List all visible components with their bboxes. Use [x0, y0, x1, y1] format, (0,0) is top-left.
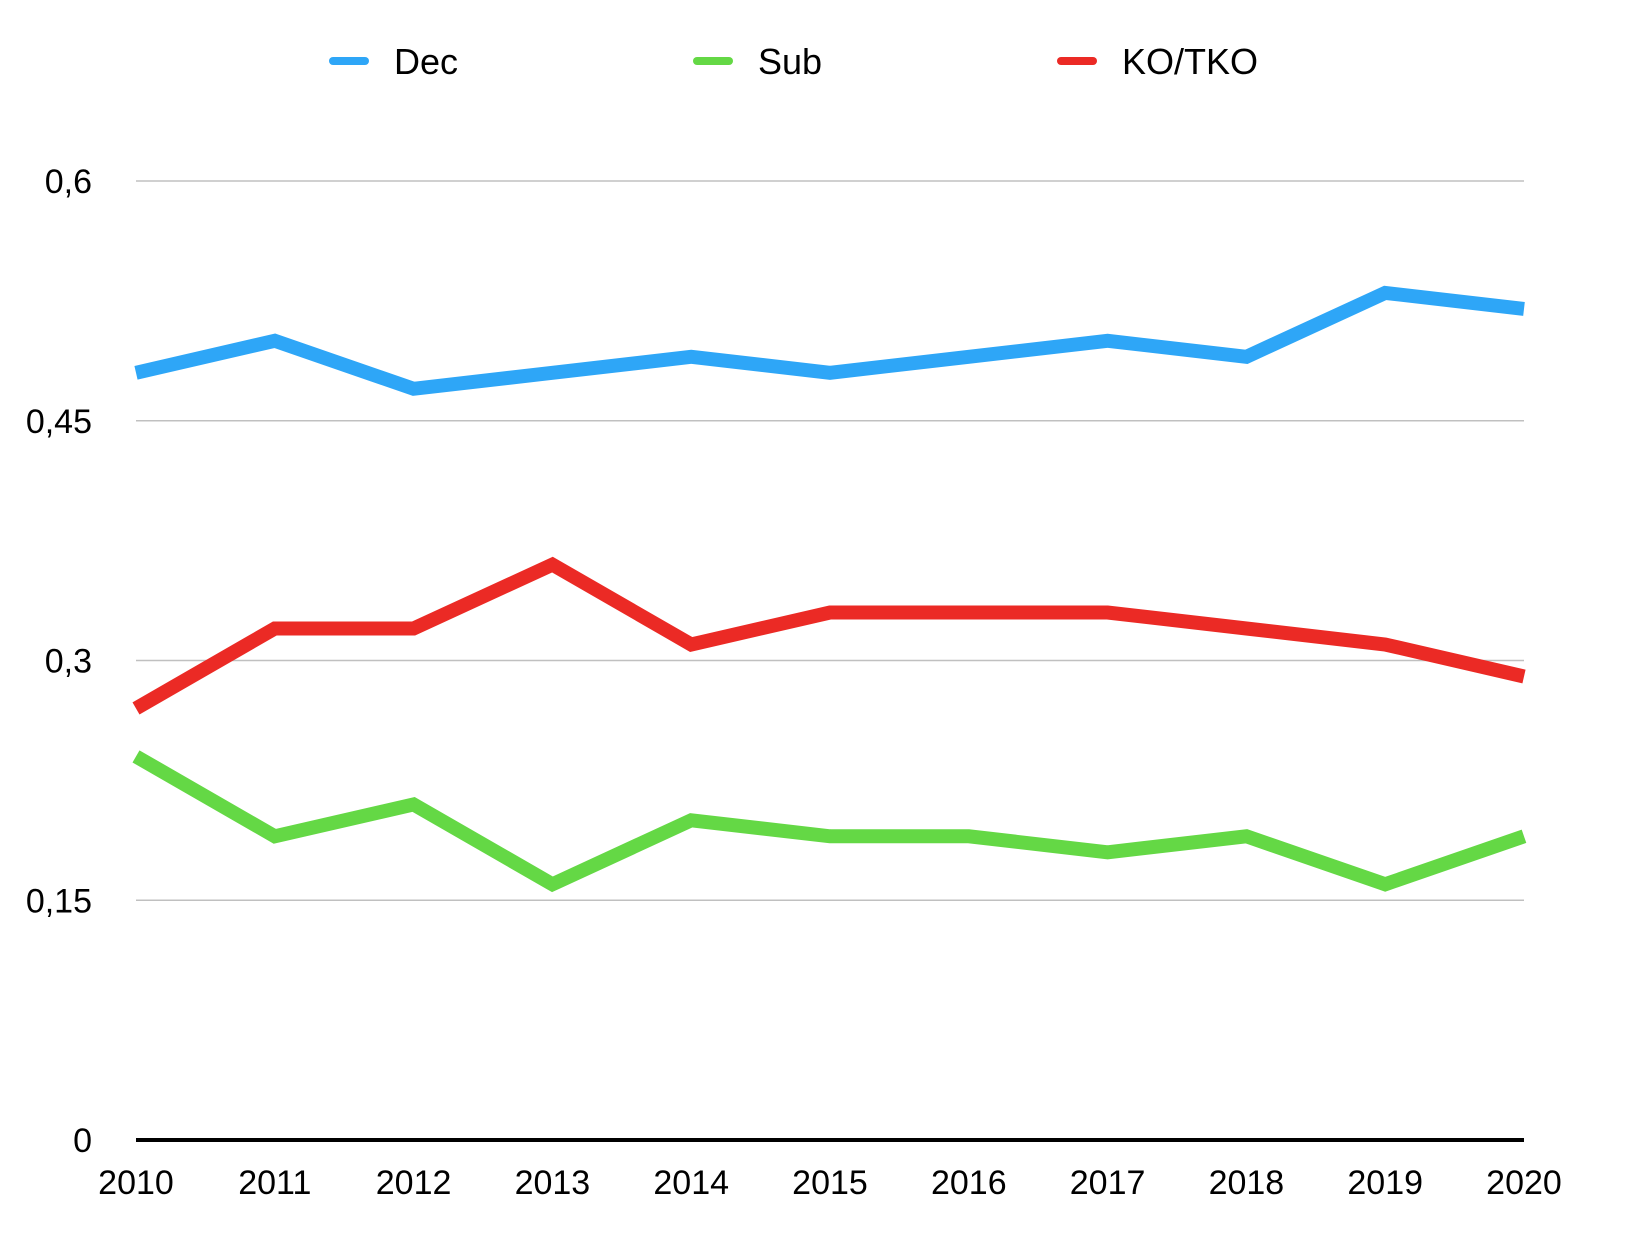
series-line-ko-tko	[132, 556, 1526, 715]
x-tick-label: 2018	[1209, 1164, 1285, 1202]
y-tick-label: 0	[73, 1122, 92, 1160]
y-tick-label: 0,45	[26, 403, 92, 441]
legend-label-ko-tko: KO/TKO	[1122, 41, 1258, 82]
y-tick-label: 0,6	[45, 163, 92, 201]
x-tick-label: 2013	[515, 1164, 591, 1202]
series-line-dec	[134, 285, 1525, 396]
x-tick-label: 2011	[238, 1164, 311, 1202]
legend-label-sub: Sub	[758, 41, 822, 82]
x-tick-label: 2014	[653, 1164, 729, 1202]
legend-label-dec: Dec	[394, 41, 458, 82]
legend: Dec Sub KO/TKO	[329, 41, 1258, 82]
x-tick-label: 2015	[792, 1164, 868, 1202]
y-axis-tick-labels: 0 0,15 0,3 0,45 0,6	[26, 163, 92, 1160]
series-line-sub	[132, 750, 1527, 893]
x-tick-label: 2012	[376, 1164, 452, 1202]
y-tick-label: 0,15	[26, 882, 92, 920]
x-tick-label: 2019	[1347, 1164, 1423, 1202]
x-tick-label: 2010	[98, 1164, 174, 1202]
y-tick-label: 0,3	[45, 643, 92, 681]
x-axis-tick-labels: 2010 2011 2012 2013 2014 2015 2016 2017 2018 2019…	[98, 1164, 1562, 1202]
x-tick-label: 2016	[931, 1164, 1007, 1202]
gridlines	[136, 180, 1524, 901]
series-lines	[132, 285, 1527, 893]
x-tick-label: 2020	[1486, 1164, 1562, 1202]
x-tick-label: 2017	[1070, 1164, 1146, 1202]
